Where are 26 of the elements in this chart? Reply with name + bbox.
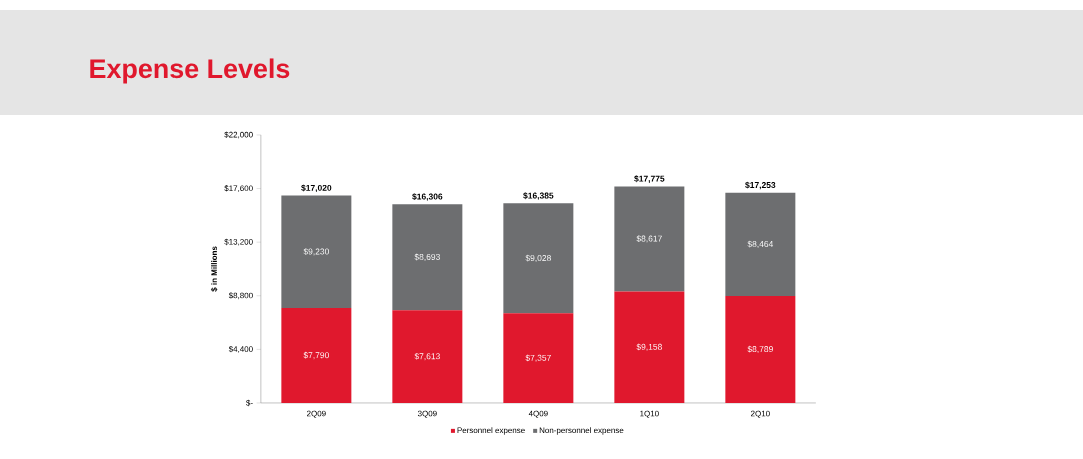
total-label: $17,775: [634, 175, 665, 183]
bar: [614, 186, 685, 292]
bar: [614, 291, 685, 403]
data-label: $8,693: [414, 253, 440, 261]
data-label: $7,613: [414, 352, 440, 361]
data-label: $9,230: [303, 248, 329, 256]
data-label: $8,464: [747, 240, 774, 248]
bar: [503, 203, 574, 314]
data-label: $8,789: [747, 345, 773, 354]
chart-title: Expense Levels: [90, 58, 290, 84]
bar: [392, 310, 463, 403]
total-label: $17,253: [745, 181, 776, 190]
data-label: $9,028: [525, 254, 551, 263]
bar: [281, 195, 352, 309]
bar: [503, 313, 574, 403]
bar: [725, 192, 796, 296]
bar: [392, 204, 463, 311]
total-label: $17,020: [301, 184, 332, 193]
bar: [281, 308, 352, 403]
total-label: $16,306: [412, 193, 443, 201]
data-label: $8,617: [636, 235, 662, 243]
total-label: $16,385: [523, 192, 554, 200]
data-label: $7,357: [525, 354, 551, 362]
data-label: $7,790: [303, 351, 329, 360]
bar: [725, 295, 796, 403]
data-label: $9,158: [636, 343, 662, 351]
